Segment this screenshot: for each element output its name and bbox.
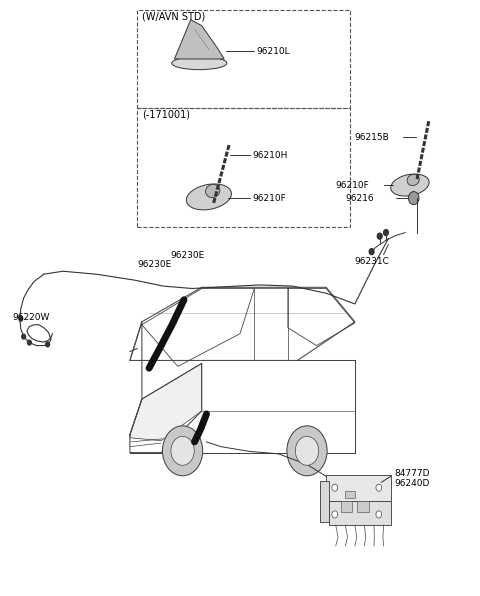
Circle shape [332,484,337,491]
Text: 96215B: 96215B [355,133,390,142]
Bar [340,501,352,512]
Text: 96210F: 96210F [336,181,370,190]
Polygon shape [130,364,202,440]
Circle shape [295,436,319,465]
Text: 96210F: 96210F [252,194,286,203]
Text: 96210L: 96210L [257,46,290,56]
FancyBboxPatch shape [326,474,391,501]
Circle shape [162,426,203,476]
Circle shape [408,191,419,204]
Circle shape [19,316,23,321]
Bar [345,491,355,498]
Circle shape [384,229,388,235]
Circle shape [287,426,327,476]
Circle shape [27,340,31,345]
Text: 84777D: 84777D [394,469,430,478]
FancyBboxPatch shape [328,501,391,525]
Ellipse shape [186,184,231,210]
Circle shape [376,511,382,518]
Ellipse shape [407,175,419,185]
Text: 96210H: 96210H [252,151,288,160]
Text: 96220W: 96220W [12,312,50,321]
Text: 96216: 96216 [345,194,374,203]
Text: 96231C: 96231C [355,257,390,266]
Ellipse shape [172,57,227,70]
Text: 96230E: 96230E [170,251,205,260]
Ellipse shape [205,184,220,197]
FancyBboxPatch shape [321,480,329,522]
Text: (-171001): (-171001) [142,110,190,120]
Circle shape [46,342,49,347]
Text: 96240D: 96240D [394,479,430,488]
Circle shape [376,484,382,491]
Circle shape [22,334,25,339]
Bar [137,10,350,108]
Bar [357,501,369,512]
Ellipse shape [209,200,218,206]
Circle shape [332,511,337,518]
Bar [137,108,350,226]
Circle shape [171,436,194,465]
Circle shape [377,233,382,239]
Circle shape [369,249,374,254]
Ellipse shape [413,176,421,182]
Text: 96230E: 96230E [137,260,171,269]
Ellipse shape [391,174,429,196]
Text: (W/AVN STD): (W/AVN STD) [142,11,205,21]
Polygon shape [174,20,224,59]
